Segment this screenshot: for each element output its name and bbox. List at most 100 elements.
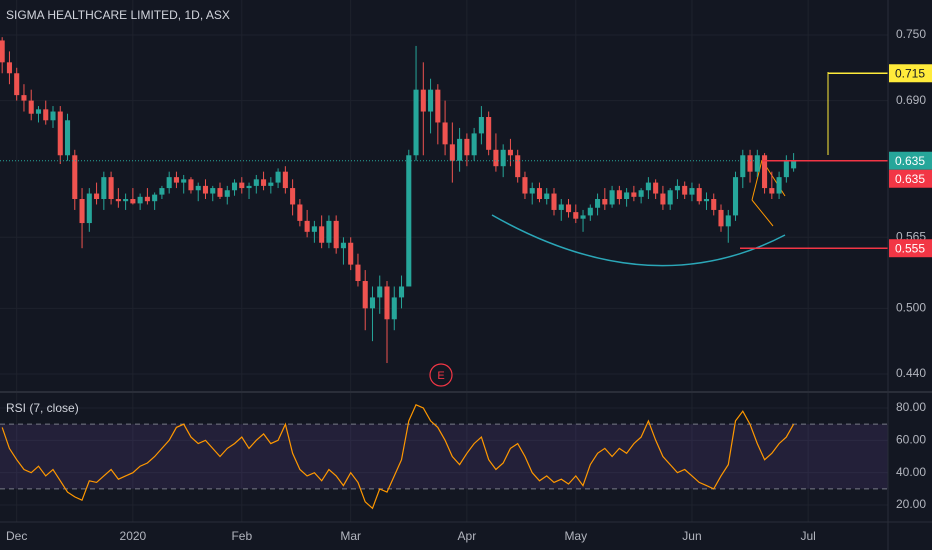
candle-body (500, 149, 506, 167)
y-tick-label: 40.00 (896, 465, 926, 479)
candle-body (725, 215, 731, 227)
candle-body (210, 188, 216, 194)
candle-body (181, 179, 187, 183)
chart-title: SIGMA HEALTHCARE LIMITED, 1D, ASX (6, 8, 230, 22)
candle-body (449, 144, 455, 161)
candle-body (682, 185, 688, 195)
candle-body (747, 155, 753, 172)
candle-body (406, 155, 412, 287)
candle-body (420, 89, 426, 112)
candle-body (115, 199, 121, 202)
candle-body (667, 190, 673, 205)
candle-body (369, 297, 376, 309)
candle-body (0, 40, 5, 63)
candle-body (326, 220, 332, 243)
candle-body (333, 220, 339, 249)
candle-body (224, 190, 230, 197)
candle-body (515, 155, 521, 178)
y-tick-label: 0.500 (896, 301, 926, 315)
candle-body (645, 182, 651, 191)
candles (0, 37, 888, 364)
candle-body (769, 188, 775, 194)
earnings-label[interactable]: E (437, 370, 444, 382)
rsi-band (0, 424, 888, 489)
x-tick-label: Dec (6, 529, 27, 543)
candle-body (616, 190, 622, 200)
y-tick-label: 0.440 (896, 366, 926, 380)
candle-body (457, 138, 463, 161)
candle-body (188, 179, 194, 191)
x-tick-label: Jun (682, 529, 701, 543)
candle-body (587, 207, 593, 216)
candle-body (740, 155, 746, 178)
price-label: 0.715 (895, 66, 925, 80)
candle-body (64, 120, 71, 156)
candle-body (602, 199, 608, 205)
candle-body (282, 171, 288, 189)
candle-body (653, 182, 659, 194)
candle-body (137, 196, 143, 204)
x-tick-label: Apr (458, 529, 477, 543)
x-tick-label: May (564, 529, 587, 543)
candle-body (231, 182, 238, 191)
candle-body (297, 204, 303, 221)
candle-body (536, 188, 543, 200)
grid (0, 0, 888, 522)
rsi-title: RSI (7, close) (6, 401, 79, 415)
candle-body (522, 177, 528, 194)
candle-body (762, 155, 768, 189)
candle-body (754, 155, 760, 172)
candle-body (609, 190, 615, 205)
candle-body (340, 242, 346, 249)
candle-body (355, 264, 361, 282)
candle-body (580, 215, 586, 219)
candle-body (319, 226, 325, 243)
candle-body (239, 182, 245, 189)
candle-body (268, 182, 274, 186)
candle-body (631, 192, 637, 197)
candle-body (486, 116, 492, 150)
candle-body (202, 185, 209, 194)
candle-body (246, 185, 252, 189)
candle-body (413, 89, 419, 156)
candle-body (689, 188, 695, 195)
candle-body (638, 190, 644, 197)
rsi-line (1, 404, 795, 510)
candle-body (391, 297, 397, 320)
x-tick-label: Mar (340, 529, 361, 543)
candle-body (261, 179, 267, 186)
candle-body (703, 199, 710, 202)
price-label-box (889, 169, 932, 188)
candle-body (362, 281, 368, 309)
candle-body (304, 220, 310, 232)
candle-body (544, 193, 550, 200)
candle-body (696, 188, 702, 202)
candle-body (529, 188, 535, 194)
price-label: 0.555 (895, 241, 925, 255)
candle-body (94, 193, 100, 200)
candle-body (624, 192, 630, 200)
price-label: 0.635 (895, 172, 925, 186)
candle-body (711, 199, 717, 210)
candle-body (428, 89, 434, 112)
candle-body (195, 185, 201, 191)
earnings-marker[interactable] (429, 363, 453, 387)
candle-body (783, 160, 789, 178)
x-tick-label: 2020 (120, 529, 147, 543)
candle-body (86, 193, 92, 224)
candle-body (791, 160, 797, 169)
candle-body (565, 204, 572, 213)
candle-body (144, 196, 150, 202)
candle-body (674, 185, 680, 191)
candle-body (101, 177, 107, 200)
candle-body (435, 89, 441, 123)
candle-body (471, 133, 477, 156)
y-tick-label: 60.00 (896, 433, 926, 447)
candle-body (28, 100, 34, 114)
candle-body (14, 73, 20, 96)
x-tick-label: Jul (800, 529, 815, 543)
candle-body (398, 286, 405, 298)
